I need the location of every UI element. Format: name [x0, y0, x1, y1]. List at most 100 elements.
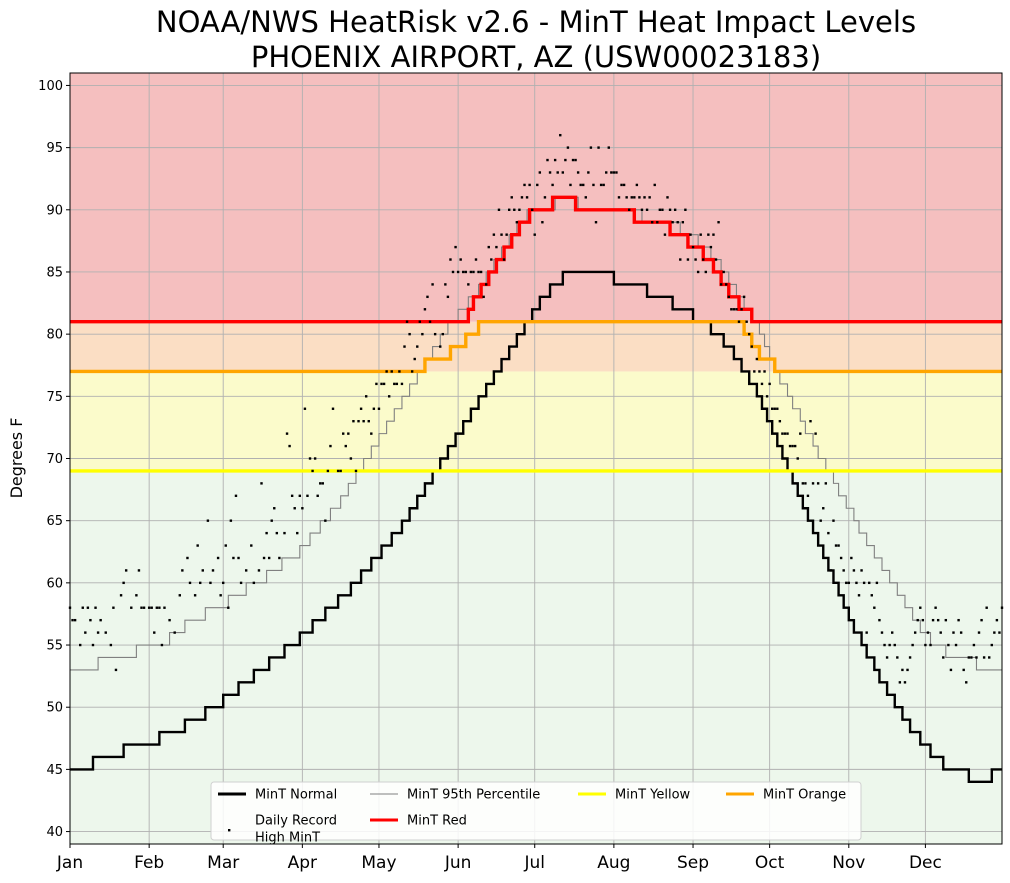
- record-point: [528, 183, 531, 187]
- record-point: [605, 171, 608, 174]
- record-point: [290, 494, 294, 498]
- record-point: [485, 283, 488, 286]
- record-point: [975, 656, 978, 659]
- record-point: [89, 618, 92, 622]
- record-point: [913, 631, 917, 634]
- record-point: [760, 382, 764, 386]
- record-point: [942, 656, 945, 659]
- legend-marker: [228, 829, 231, 832]
- record-point: [559, 133, 562, 137]
- record-point: [799, 432, 802, 435]
- record-point: [515, 221, 519, 224]
- record-point: [446, 295, 450, 299]
- record-point: [906, 668, 909, 672]
- plot-area: 40 45 50 55 60 65 70 75 80 85 90 95 100 Jan Feb Mar Apr M…: [38, 72, 1004, 873]
- legend-entry: MinT Yellow: [578, 788, 691, 803]
- record-point: [814, 432, 817, 435]
- y-tick-label: 85: [46, 265, 63, 280]
- record-point: [462, 270, 465, 274]
- record-point: [561, 171, 565, 174]
- record-point: [349, 457, 353, 460]
- record-point: [472, 270, 475, 274]
- record-point: [273, 507, 276, 510]
- record-point: [530, 208, 534, 211]
- record-point: [551, 183, 554, 187]
- record-point: [765, 395, 769, 398]
- record-point: [569, 183, 572, 187]
- record-point: [829, 569, 833, 572]
- y-tick-label: 50: [46, 701, 63, 716]
- legend-label: MinT 95th Percentile: [407, 788, 540, 803]
- record-point: [439, 345, 442, 348]
- record-point: [630, 196, 633, 199]
- record-point: [796, 457, 799, 460]
- record-point: [426, 295, 429, 299]
- record-point: [709, 245, 713, 249]
- legend-label: MinT Yellow: [615, 788, 691, 803]
- record-point: [398, 370, 401, 373]
- record-point: [615, 171, 618, 174]
- record-point: [599, 183, 603, 187]
- record-point: [201, 569, 204, 572]
- band-orange: [70, 321, 1002, 372]
- record-point: [610, 171, 613, 174]
- record-point: [538, 171, 542, 174]
- record-point: [119, 594, 123, 597]
- x-tick-label: Aug: [597, 853, 630, 873]
- legend-box: [210, 781, 862, 841]
- record-point: [929, 643, 932, 647]
- record-point: [367, 419, 370, 423]
- record-point: [579, 183, 582, 187]
- record-point: [702, 258, 705, 261]
- x-tick-label: Apr: [288, 853, 317, 873]
- record-point: [548, 171, 552, 174]
- record-point: [993, 631, 996, 634]
- record-point: [479, 270, 483, 274]
- record-point: [482, 295, 485, 299]
- record-point: [206, 519, 210, 522]
- record-point: [594, 221, 598, 224]
- record-point: [970, 656, 973, 659]
- record-point: [112, 606, 115, 609]
- record-point: [896, 656, 899, 659]
- record-point: [536, 183, 539, 187]
- record-point: [303, 407, 307, 410]
- record-point: [712, 233, 715, 236]
- record-point: [285, 432, 289, 435]
- record-point: [625, 196, 628, 199]
- record-point: [375, 382, 378, 386]
- record-point: [571, 158, 575, 162]
- record-point: [758, 370, 761, 373]
- record-point: [257, 569, 261, 572]
- record-point: [691, 245, 695, 249]
- record-point: [502, 258, 506, 261]
- record-point: [842, 569, 845, 572]
- record-point: [357, 419, 360, 423]
- record-point: [878, 618, 881, 622]
- record-point: [342, 432, 345, 435]
- record-point: [564, 158, 567, 162]
- record-point: [199, 581, 202, 585]
- record-point: [492, 233, 496, 236]
- y-tick-label: 100: [38, 79, 63, 94]
- record-point: [444, 283, 447, 286]
- record-point: [364, 395, 368, 398]
- record-point: [507, 208, 511, 211]
- record-point: [390, 370, 393, 373]
- record-point: [717, 221, 720, 224]
- record-point: [428, 320, 432, 323]
- record-point: [597, 146, 600, 149]
- y-tick-label: 95: [46, 141, 63, 156]
- record-point: [193, 594, 197, 597]
- legend-entry: Daily Record High MinT: [228, 814, 337, 846]
- record-point: [385, 370, 388, 373]
- record-point: [316, 494, 319, 498]
- record-point: [456, 270, 460, 274]
- record-point: [372, 407, 376, 410]
- record-point: [267, 556, 271, 560]
- record-point: [768, 382, 771, 386]
- record-point: [862, 581, 866, 585]
- y-tick-label: 75: [46, 390, 63, 405]
- record-point: [730, 308, 733, 311]
